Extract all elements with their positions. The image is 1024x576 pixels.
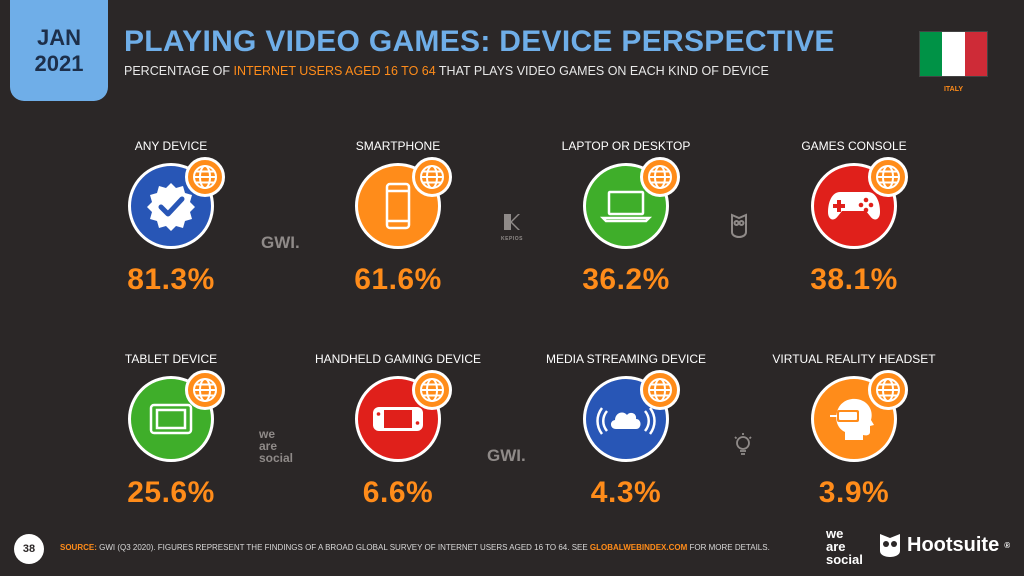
card-label: VIRTUAL REALITY HEADSET (772, 352, 936, 366)
card-value: 38.1% (810, 263, 898, 296)
registered-mark: ® (1004, 540, 1011, 550)
card-value: 4.3% (590, 476, 662, 509)
card-laptop-or-desktop: LAPTOP OR DESKTOP 36.2% (526, 139, 726, 297)
hootsuite-wordmark: Hootsuite (907, 533, 1000, 556)
subtitle-post: THAT PLAYS VIDEO GAMES ON EACH KIND OF D… (435, 64, 769, 78)
globe-icon (185, 370, 225, 410)
card-value: 25.6% (127, 476, 215, 509)
date-badge: JAN 2021 (10, 0, 108, 101)
we-are-social-watermark: we are social (259, 427, 294, 465)
card-any-device: ANY DEVICE 81.3% (71, 139, 271, 297)
owl-watermark-icon (729, 212, 749, 243)
tablet-icon (128, 376, 214, 462)
italy-flag-icon (919, 31, 988, 77)
subtitle-highlight: INTERNET USERS AGED 16 TO 64 (233, 64, 436, 78)
kepios-watermark: KEPIOS (500, 213, 524, 242)
lightbulb-watermark-icon (733, 432, 753, 463)
card-value: 61.6% (354, 263, 442, 296)
owl-icon (880, 534, 900, 557)
source-text: GWI (Q3 2020). FIGURES REPRESENT THE FIN… (96, 543, 590, 552)
gwi-watermark: GWI. (261, 233, 300, 252)
card-label: SMARTPHONE (355, 139, 441, 153)
card-tablet-device: TABLET DEVICE 25.6% (71, 352, 271, 510)
subtitle-pre: PERCENTAGE OF (124, 64, 234, 78)
card-smartphone: SMARTPHONE 61.6% (298, 139, 498, 297)
card-virtual-reality-headset: VIRTUAL REALITY HEADSET 3.9% (754, 352, 954, 510)
card-label: MEDIA STREAMING DEVICE (545, 352, 707, 366)
source-note: SOURCE: GWI (Q3 2020). FIGURES REPRESENT… (60, 543, 770, 552)
card-label: LAPTOP OR DESKTOP (561, 139, 691, 153)
page-title: PLAYING VIDEO GAMES: DEVICE PERSPECTIVE (124, 25, 835, 58)
globe-icon (868, 370, 908, 410)
source-tail: FOR MORE DETAILS. (687, 543, 770, 552)
card-value: 81.3% (127, 263, 215, 296)
gamepad-icon (811, 163, 897, 249)
country-label: ITALY (943, 86, 964, 93)
card-label: HANDHELD GAMING DEVICE (314, 352, 482, 366)
hootsuite-logo: Hootsuite ® (878, 532, 1010, 558)
card-value: 6.6% (362, 476, 434, 509)
page-number: 38 (14, 534, 44, 564)
card-value: 36.2% (582, 263, 670, 296)
card-label: GAMES CONSOLE (801, 139, 907, 153)
card-label: TABLET DEVICE (124, 352, 218, 366)
card-label: ANY DEVICE (134, 139, 208, 153)
globe-icon (412, 157, 452, 197)
kepios-logo-icon (504, 214, 520, 230)
globe-icon (412, 370, 452, 410)
date-month: JAN (36, 24, 81, 50)
date-year: 2021 (34, 50, 84, 76)
page-subtitle: PERCENTAGE OF INTERNET USERS AGED 16 TO … (124, 64, 769, 78)
globe-icon (868, 157, 908, 197)
card-value: 3.9% (818, 476, 890, 509)
laptop-icon (583, 163, 669, 249)
gwi-watermark: GWI. (487, 446, 526, 465)
globe-icon (640, 157, 680, 197)
source-link[interactable]: GLOBALWEBINDEX.COM (589, 543, 688, 552)
we-are-social-logo: we are social (826, 526, 863, 567)
card-media-streaming-device: MEDIA STREAMING DEVICE 4.3% (526, 352, 726, 510)
globe-icon (640, 370, 680, 410)
card-handheld-gaming-device: HANDHELD GAMING DEVICE 6.6% (298, 352, 498, 510)
card-games-console: GAMES CONSOLE 38.1% (754, 139, 954, 297)
globe-icon (185, 157, 225, 197)
source-label: SOURCE: (60, 543, 97, 552)
